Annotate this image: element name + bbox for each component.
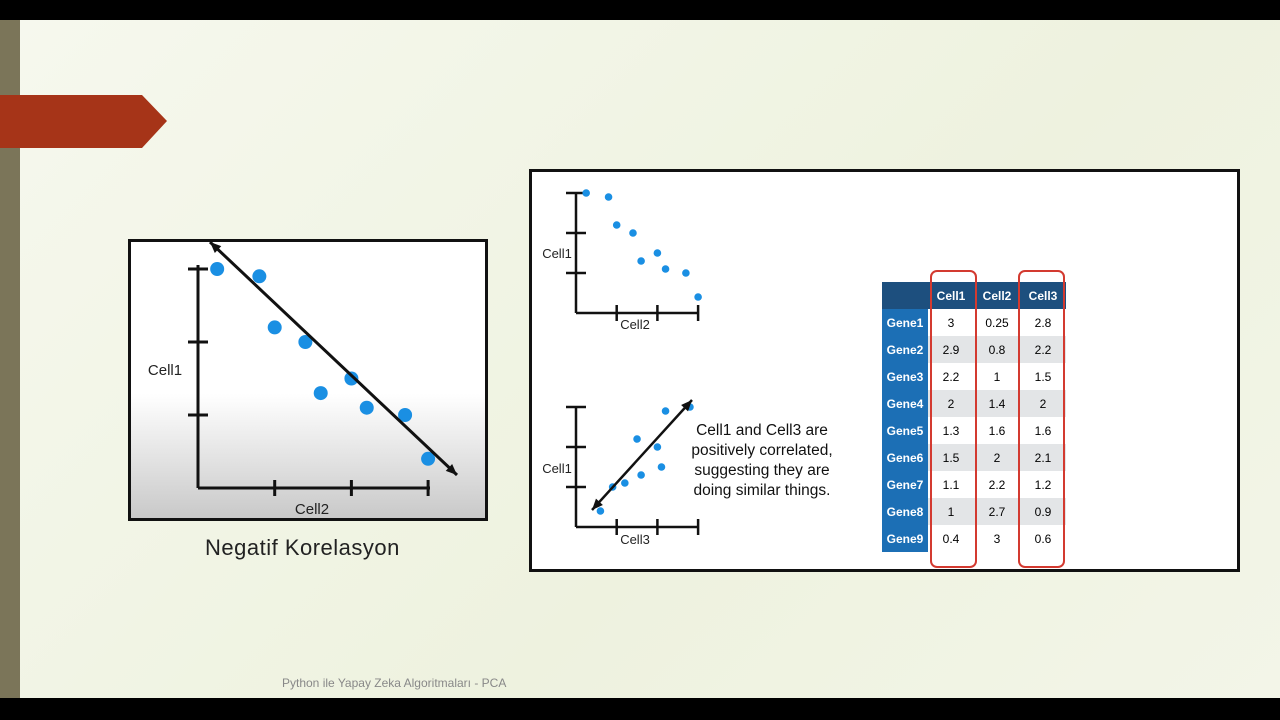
data-point (252, 269, 267, 284)
arrowhead (445, 464, 457, 475)
data-point (344, 371, 359, 386)
gene-label: Gene5 (882, 417, 928, 444)
data-point (313, 386, 328, 401)
cell3-highlight (1018, 270, 1065, 568)
cell-value: 1.4 (974, 390, 1020, 417)
cell-value: 2.2 (942, 369, 960, 384)
data-point (604, 193, 613, 201)
data-point (298, 335, 313, 349)
data-point (621, 479, 629, 487)
cell-value: 1.3 (942, 423, 960, 438)
gene-label: Gene4 (882, 390, 928, 417)
cell-value: 1.6 (988, 423, 1006, 438)
cell-value: 1.5 (928, 444, 974, 471)
cell-value: 0.25 (985, 315, 1009, 330)
gene-table: Cell1 Cell2 Cell3 Gene1 3 0.25 2.8 Gene2 2.9 0.8… (882, 282, 1066, 552)
x-axis-label: Cell2 (295, 501, 329, 518)
data-point (653, 249, 662, 257)
cell-value: 2.7 (974, 498, 1020, 525)
x-axis-label: Cell3 (620, 532, 650, 547)
data-point (421, 451, 436, 466)
data-point (267, 320, 282, 335)
gene-label: Gene1 (882, 309, 928, 336)
scatter-plots: Cell2 Cell1 Cell2 Cell1 Cell3 Cell1 (148, 189, 702, 547)
cell-value: 2.2 (1020, 336, 1066, 363)
header-cell2: Cell2 (974, 282, 1020, 309)
data-point (657, 463, 666, 471)
table-row: Gene3 2.2 1 1.5 (882, 363, 1066, 390)
gene-label: Gene3 (882, 363, 928, 390)
trend-line (591, 399, 693, 511)
y-axis-label: Cell1 (542, 246, 572, 261)
header-cell1: Cell1 (928, 282, 974, 309)
cell-value: 3 (947, 315, 955, 330)
cell-value: 1 (928, 498, 974, 525)
data-point (398, 408, 413, 422)
cell-value: 2 (928, 390, 974, 417)
correlation-note: Cell1 and Cell3 are positively correlate… (691, 422, 833, 499)
cell-value: 1 (993, 369, 1001, 384)
arrowhead (210, 242, 222, 253)
gene-label: Gene9 (882, 525, 928, 552)
cell-value: 1.5 (1034, 369, 1052, 384)
data-point (694, 293, 702, 301)
cell-value: 1.6 (1034, 423, 1052, 438)
cell-value: 2 (974, 444, 1020, 471)
cell-value: 0.4 (942, 531, 960, 546)
cell-value: 2.2 (988, 477, 1006, 492)
data-point (582, 189, 590, 197)
arrowhead (681, 400, 692, 412)
caption: Negatif Korelasyon (205, 535, 400, 560)
arrowhead (592, 498, 603, 510)
data-point (612, 221, 621, 229)
table-row: Gene7 1.1 2.2 1.2 (882, 471, 1066, 498)
table-row: Gene6 1.5 2 2.1 (882, 444, 1066, 471)
header-blank (882, 282, 928, 309)
title-arrow-shape (0, 95, 167, 148)
data-point (661, 407, 670, 415)
cell-value: 0.6 (1034, 531, 1052, 546)
cell-value: 2 (1020, 390, 1066, 417)
x-axis-label: Cell2 (620, 317, 650, 332)
table-row: Gene5 1.3 1.6 1.6 (882, 417, 1066, 444)
data-point (629, 229, 637, 237)
data-point (210, 262, 225, 276)
data-point (596, 507, 605, 515)
data-point (653, 443, 662, 451)
table-row: Gene1 3 0.25 2.8 (882, 309, 1066, 336)
table-row: Gene8 1 2.7 0.9 (882, 498, 1066, 525)
cell-value: 2.1 (1020, 444, 1066, 471)
data-point (359, 400, 374, 415)
trend-line (208, 240, 459, 477)
negative-correlation-figure (128, 239, 488, 521)
cell-value: 2.8 (1034, 315, 1052, 330)
y-axis-label: Cell1 (542, 461, 572, 476)
table-row: Gene9 0.4 3 0.6 (882, 525, 1066, 552)
gene-label: Gene2 (882, 336, 928, 363)
cell-value: 1.1 (942, 477, 960, 492)
gene-label: Gene7 (882, 471, 928, 498)
y-axis-label: Cell1 (148, 362, 182, 379)
cell-value: 2.9 (928, 336, 974, 363)
table-row: Gene4 2 1.4 2 (882, 390, 1066, 417)
cell-value: 0.9 (1020, 498, 1066, 525)
footer: Python ile Yapay Zeka Algoritmaları - PC… (282, 676, 507, 690)
data-point (661, 265, 670, 273)
slide: Cell2 Cell1 Cell2 Cell1 Cell3 Cell1 Cell1 and… (0, 20, 1280, 698)
gene-label: Gene6 (882, 444, 928, 471)
data-point (682, 269, 690, 277)
table-row: Gene2 2.9 0.8 2.2 (882, 336, 1066, 363)
header-cell3: Cell3 (1020, 282, 1066, 309)
data-point (637, 257, 645, 265)
cell1-highlight (930, 270, 977, 568)
cell-value: 3 (993, 531, 1001, 546)
cell-value: 0.8 (974, 336, 1020, 363)
data-point (637, 471, 645, 479)
gene-label: Gene8 (882, 498, 928, 525)
cell-value: 1.2 (1034, 477, 1052, 492)
data-point (633, 435, 641, 443)
side-strip (0, 20, 20, 698)
